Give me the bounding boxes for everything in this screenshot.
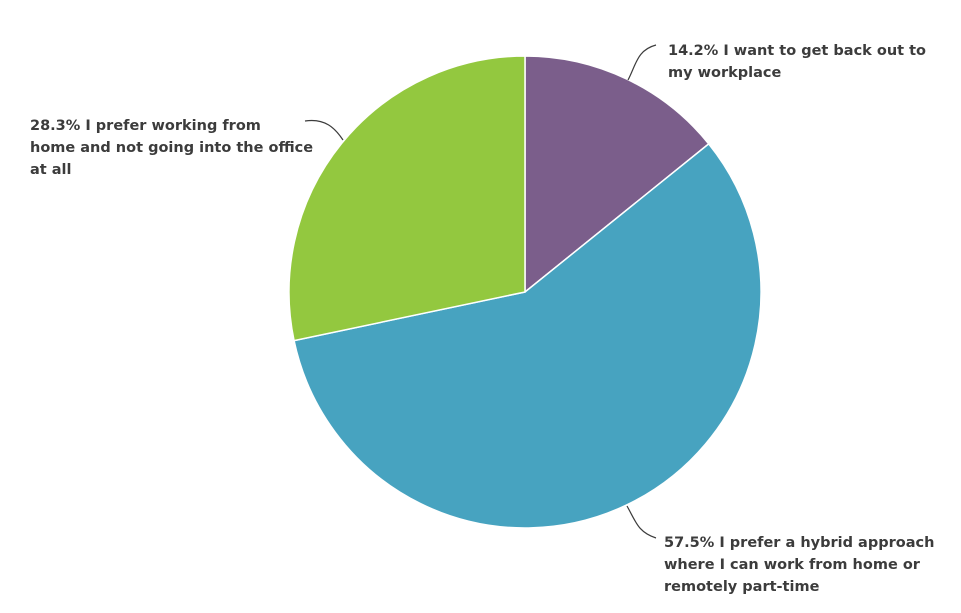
slice-label-2: 57.5% I prefer a hybrid approach where I … [664,535,934,595]
slice-label-2-line-1: 57.5% I prefer a hybrid approach [664,535,934,551]
slice-label-2-line-2: where I can work from home or [664,557,921,573]
leader-line-1 [627,44,657,81]
slice-label-3: 28.3% I prefer working from home and not … [30,118,313,178]
leader-line-2 [626,505,657,539]
pie-slice-3 [288,55,526,342]
pie-slice-2 [293,142,762,529]
slice-label-3-line-1: 28.3% I prefer working from [30,118,261,134]
slice-label-2-line-3: remotely part-time [664,579,820,595]
slice-label-1-line-2: my workplace [668,65,781,81]
pie-slices [288,55,762,529]
slice-label-1-line-1: 14.2% I want to get back out to [668,43,926,59]
leader-line-3 [304,119,344,141]
slice-label-3-line-3: at all [30,162,72,178]
slice-label-1: 14.2% I want to get back out to my workpl… [668,43,926,81]
label-leader-lines [304,44,657,539]
pie-labels: 14.2% I want to get back out to my workpl… [30,43,934,595]
slice-label-3-line-2: home and not going into the office [30,140,313,156]
pie-slice-1 [524,55,710,294]
